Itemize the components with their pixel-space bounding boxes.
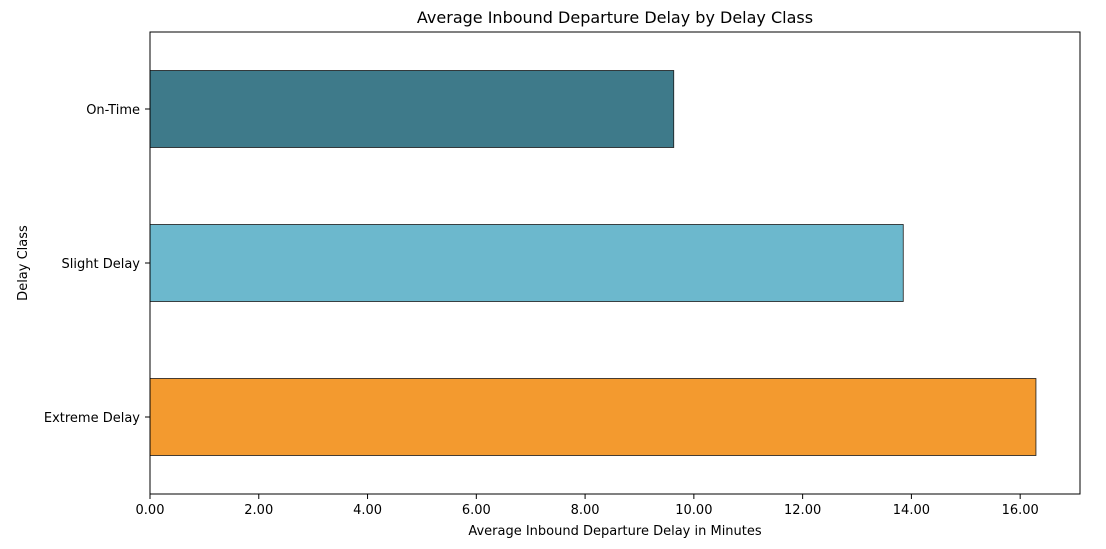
y-tick-label: On-Time	[86, 103, 140, 118]
x-tick-label: 10.00	[675, 503, 712, 518]
bar-extreme-delay	[149, 378, 1037, 456]
plot-area: On-Time Slight Delay Extreme Delay 0.00 2.00…	[44, 31, 1081, 518]
x-tick-label: 4.00	[353, 503, 382, 518]
x-tick-label: 8.00	[571, 503, 600, 518]
x-tick-label: 12.00	[784, 503, 821, 518]
x-axis-label: Average Inbound Departure Delay in Minut…	[468, 524, 762, 539]
x-tick-label: 0.00	[136, 503, 165, 518]
bar-slight-delay	[149, 224, 904, 302]
x-tick-label: 16.00	[1002, 503, 1039, 518]
y-tick-label: Extreme Delay	[44, 411, 140, 426]
chart-title: Average Inbound Departure Delay by Delay…	[417, 8, 813, 27]
y-axis-label: Delay Class	[16, 225, 31, 301]
bar-on-time	[149, 70, 675, 148]
x-tick-label: 6.00	[462, 503, 491, 518]
y-tick-label: Slight Delay	[62, 257, 141, 272]
x-tick-label: 2.00	[244, 503, 273, 518]
x-tick-label: 14.00	[893, 503, 930, 518]
plot-frame	[149, 31, 1081, 495]
